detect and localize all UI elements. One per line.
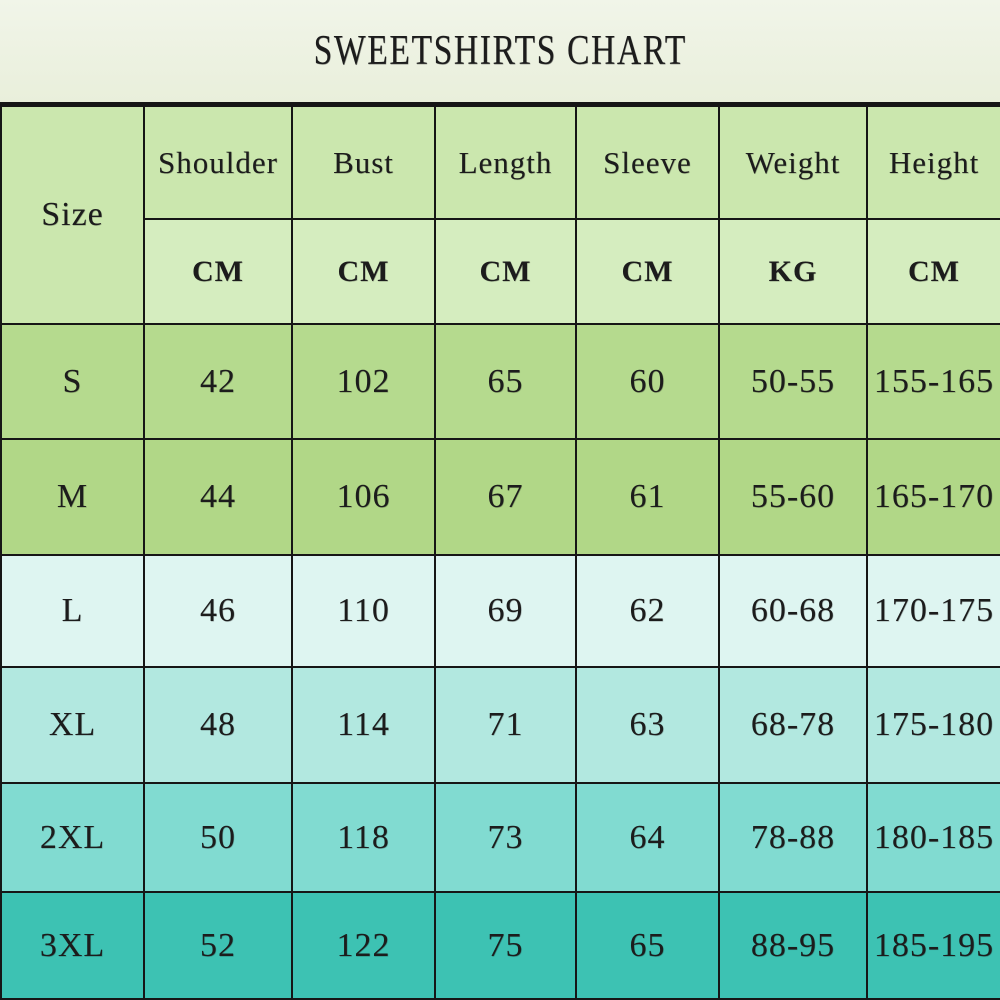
- table-row-3xl: 3XL 52 122 75 65 88-95 185-195: [0, 891, 1000, 1000]
- row-label-s: S: [0, 323, 145, 440]
- cell-2xl-height: 180-185: [866, 782, 1000, 893]
- header-length: Length: [434, 105, 577, 220]
- header-size: Size: [0, 105, 145, 325]
- cell-s-shoulder: 42: [143, 323, 293, 440]
- cell-l-weight: 60-68: [718, 554, 868, 668]
- header-sleeve: Sleeve: [575, 105, 720, 220]
- cell-m-sleeve: 61: [575, 438, 720, 556]
- cell-3xl-length: 75: [434, 891, 577, 1000]
- unit-sleeve: CM: [575, 218, 720, 325]
- header-bust: Bust: [291, 105, 436, 220]
- cell-3xl-height: 185-195: [866, 891, 1000, 1000]
- cell-s-sleeve: 60: [575, 323, 720, 440]
- units-row: CM CM CM CM KG CM: [1, 218, 1000, 325]
- cell-l-length: 69: [434, 554, 577, 668]
- cell-xl-length: 71: [434, 666, 577, 784]
- cell-3xl-sleeve: 65: [575, 891, 720, 1000]
- row-label-2xl: 2XL: [0, 782, 145, 893]
- row-label-3xl: 3XL: [0, 891, 145, 1000]
- cell-s-weight: 50-55: [718, 323, 868, 440]
- cell-2xl-length: 73: [434, 782, 577, 893]
- chart-title-bar: SWEETSHIRTS CHART: [0, 0, 1000, 105]
- unit-height: CM: [866, 218, 1000, 325]
- unit-length: CM: [434, 218, 577, 325]
- unit-bust: CM: [291, 218, 436, 325]
- header-height: Height: [866, 105, 1000, 220]
- cell-xl-bust: 114: [291, 666, 436, 784]
- cell-2xl-sleeve: 64: [575, 782, 720, 893]
- cell-2xl-bust: 118: [291, 782, 436, 893]
- cell-xl-shoulder: 48: [143, 666, 293, 784]
- row-label-l: L: [0, 554, 145, 668]
- row-label-m: M: [0, 438, 145, 556]
- table-row-m: M 44 106 67 61 55-60 165-170: [0, 438, 1000, 556]
- cell-s-bust: 102: [291, 323, 436, 440]
- unit-weight: KG: [718, 218, 868, 325]
- cell-l-height: 170-175: [866, 554, 1000, 668]
- chart-title: SWEETSHIRTS CHART: [313, 28, 687, 74]
- cell-m-bust: 106: [291, 438, 436, 556]
- header-row: Size Shoulder Bust Length Sleeve Weight …: [0, 105, 1000, 325]
- cell-m-shoulder: 44: [143, 438, 293, 556]
- table-row-2xl: 2XL 50 118 73 64 78-88 180-185: [0, 782, 1000, 893]
- cell-m-weight: 55-60: [718, 438, 868, 556]
- cell-s-height: 155-165: [866, 323, 1000, 440]
- cell-l-shoulder: 46: [143, 554, 293, 668]
- cell-xl-sleeve: 63: [575, 666, 720, 784]
- cell-m-length: 67: [434, 438, 577, 556]
- row-label-xl: XL: [0, 666, 145, 784]
- cell-xl-weight: 68-78: [718, 666, 868, 784]
- table-row-s: S 42 102 65 60 50-55 155-165: [0, 323, 1000, 440]
- header-shoulder: Shoulder: [143, 105, 293, 220]
- cell-l-sleeve: 62: [575, 554, 720, 668]
- cell-m-height: 165-170: [866, 438, 1000, 556]
- cell-3xl-bust: 122: [291, 891, 436, 1000]
- table-row-xl: XL 48 114 71 63 68-78 175-180: [0, 666, 1000, 784]
- cell-3xl-shoulder: 52: [143, 891, 293, 1000]
- cell-xl-height: 175-180: [866, 666, 1000, 784]
- header-weight: Weight: [718, 105, 868, 220]
- cell-l-bust: 110: [291, 554, 436, 668]
- cell-2xl-weight: 78-88: [718, 782, 868, 893]
- table-row-l: L 46 110 69 62 60-68 170-175: [0, 554, 1000, 668]
- cell-3xl-weight: 88-95: [718, 891, 868, 1000]
- cell-s-length: 65: [434, 323, 577, 440]
- cell-2xl-shoulder: 50: [143, 782, 293, 893]
- size-chart-table: Size Shoulder Bust Length Sleeve Weight …: [0, 105, 1000, 1000]
- unit-shoulder: CM: [143, 218, 293, 325]
